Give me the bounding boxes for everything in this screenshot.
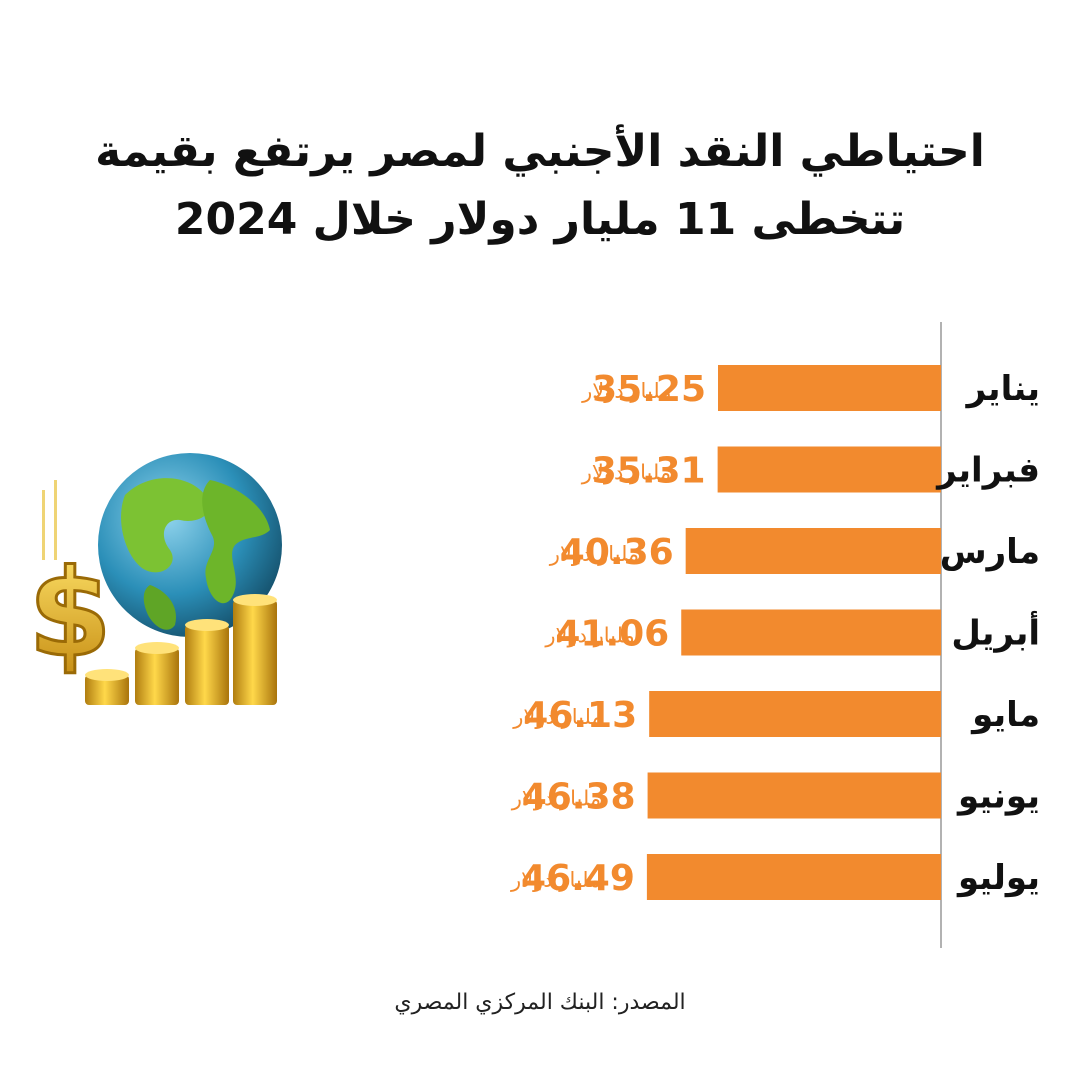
value-label: 46.38 [522,777,636,818]
category-label: فبراير [935,451,1040,491]
globe-money-illustration: $ [30,453,282,705]
source-note: المصدر: البنك المركزي المصري [394,990,686,1015]
bar [681,609,941,656]
value-label: 41.06 [555,614,669,655]
value-label: 46.13 [523,695,637,736]
unit-label: مليار دولار [581,379,671,403]
category-label: يناير [965,369,1040,409]
chart-title: احتياطي النقد الأجنبي لمصر يرتفع بقيمة ت… [95,126,985,245]
bar [647,772,941,819]
bar [646,854,941,900]
bar [685,528,941,574]
category-label: مايو [970,695,1040,735]
unit-label: مليار دولار [549,542,639,566]
category-label: مارس [940,532,1040,572]
unit-label: مليار دولار [511,787,601,811]
svg-text:$: $ [30,545,112,684]
unit-label: مليار دولار [581,461,671,485]
value-label: 35.31 [592,451,706,492]
dollar-sign-icon: $ [30,480,113,686]
bar [649,691,941,737]
value-label: 40.36 [560,532,674,573]
unit-label: مليار دولار [544,624,634,648]
unit-label: مليار دولار [510,868,600,892]
bar [718,365,941,411]
bar [717,446,941,493]
category-label: يونيو [956,777,1040,817]
category-label: يوليو [956,858,1040,898]
unit-label: مليار دولار [512,705,602,729]
category-label: أبريل [951,611,1040,654]
value-label: 46.49 [521,858,635,899]
coin-stack-icon [85,594,277,705]
value-label: 35.25 [592,369,706,410]
globe-icon [98,453,282,637]
